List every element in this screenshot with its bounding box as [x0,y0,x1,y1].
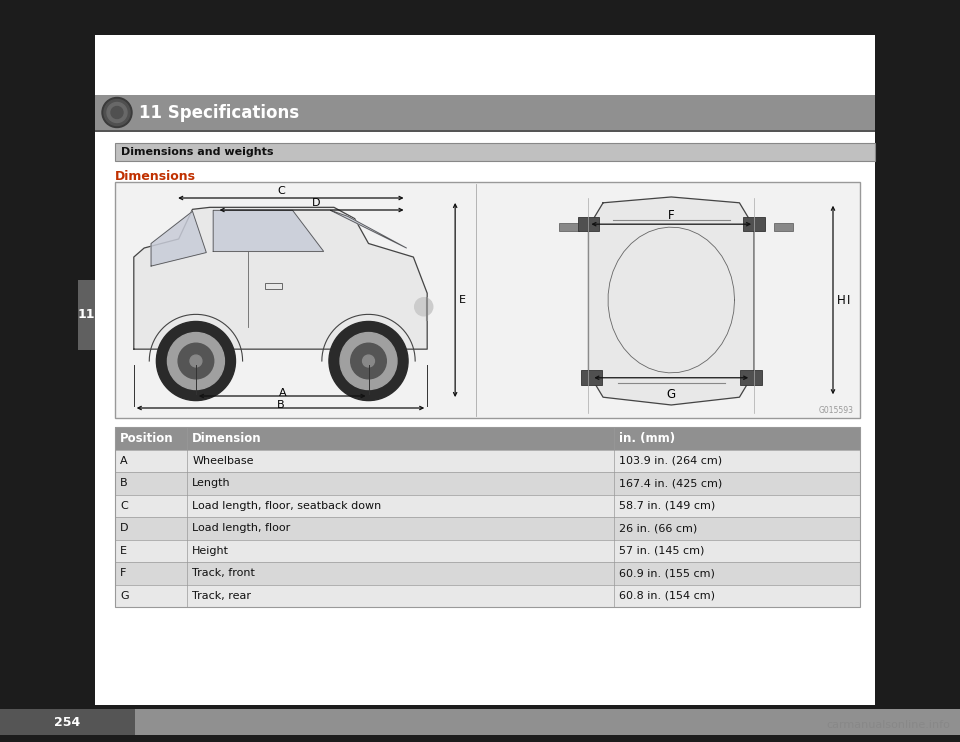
Bar [115,562,860,585]
Text: D: D [120,523,129,533]
Polygon shape [588,197,754,405]
Text: carmanualsonline.info: carmanualsonline.info [827,720,950,730]
Text: 26 in. (66 cm): 26 in. (66 cm) [619,523,697,533]
Circle shape [104,99,130,125]
Text: E: E [459,295,467,305]
Bar [115,585,860,607]
Text: Dimensions: Dimensions [115,169,196,183]
Text: 60.8 in. (154 cm): 60.8 in. (154 cm) [619,591,715,601]
Text: 60.9 in. (155 cm): 60.9 in. (155 cm) [619,568,715,578]
Circle shape [107,102,127,122]
Circle shape [415,298,433,316]
Polygon shape [213,210,324,252]
Bar [0,709,960,735]
Bar [95,130,875,132]
Circle shape [156,321,235,401]
Text: 167.4 in. (425 cm): 167.4 in. (425 cm) [619,479,722,488]
Text: G: G [666,388,676,401]
Text: H: H [837,294,846,306]
Bar [743,217,765,232]
Bar [578,217,599,232]
Text: Wheelbase: Wheelbase [192,456,253,466]
Text: 103.9 in. (264 cm): 103.9 in. (264 cm) [619,456,722,466]
Text: 254: 254 [55,715,81,729]
Bar [78,280,95,350]
Bar [115,427,860,450]
Bar [115,539,860,562]
Text: B: B [276,400,284,410]
Text: Load length, floor, seatback down: Load length, floor, seatback down [192,501,381,510]
Text: 11 Specifications: 11 Specifications [139,103,300,122]
Polygon shape [151,211,206,266]
Bar [115,182,860,418]
Text: A: A [120,456,128,466]
Bar [265,283,282,289]
Text: G: G [120,591,129,601]
Text: Length: Length [192,479,231,488]
Bar [740,370,762,385]
Circle shape [102,97,132,128]
Text: C: C [277,186,285,196]
Text: Dimensions and weights: Dimensions and weights [121,147,274,157]
Text: E: E [120,546,127,556]
Text: Dimension: Dimension [192,432,262,444]
Text: Track, front: Track, front [192,568,255,578]
Circle shape [340,332,397,390]
Text: F: F [668,209,675,222]
Text: Load length, floor: Load length, floor [192,523,291,533]
Bar [0,709,135,735]
Text: in. (mm): in. (mm) [619,432,675,444]
Text: 57 in. (145 cm): 57 in. (145 cm) [619,546,705,556]
Bar [560,223,579,231]
Bar [95,35,875,705]
Bar [95,95,875,130]
Bar [115,450,860,472]
Polygon shape [133,207,427,349]
Circle shape [329,321,408,401]
Text: B: B [120,479,128,488]
Bar [115,494,860,517]
Bar [115,472,860,494]
Circle shape [167,332,225,390]
Text: G015593: G015593 [819,406,854,415]
Text: Height: Height [192,546,229,556]
Text: Track, rear: Track, rear [192,591,252,601]
Text: I: I [847,294,851,306]
Circle shape [179,344,214,379]
Polygon shape [330,210,406,248]
Text: C: C [120,501,128,510]
Text: Position: Position [120,432,174,444]
Text: D: D [312,198,321,208]
Bar [581,370,602,385]
Text: 11: 11 [78,309,95,321]
Bar [115,427,860,607]
Circle shape [111,107,123,119]
Bar [115,517,860,539]
Circle shape [363,355,374,367]
Bar [115,143,875,161]
Circle shape [350,344,386,379]
Text: F: F [120,568,127,578]
Bar [774,223,793,231]
Text: A: A [278,388,286,398]
Text: 58.7 in. (149 cm): 58.7 in. (149 cm) [619,501,715,510]
Circle shape [190,355,202,367]
Bar [115,182,860,418]
